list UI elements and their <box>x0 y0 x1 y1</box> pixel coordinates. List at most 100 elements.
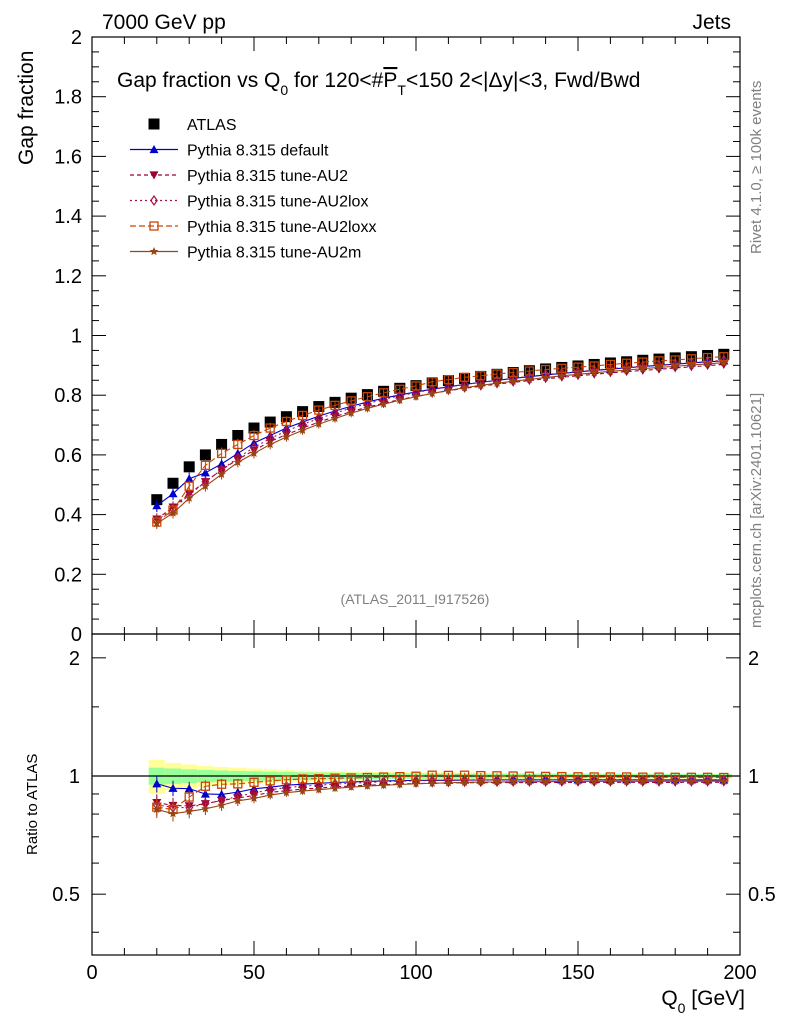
ratio-point-au2m <box>379 780 388 789</box>
series-au2 <box>152 360 729 525</box>
chart-title-pt-overline: P <box>383 69 397 92</box>
ratio-point-au2m <box>703 776 712 785</box>
point-au2m <box>395 395 405 404</box>
x-axis-label-q: Q <box>661 987 677 1010</box>
ratio-point-au2m <box>201 804 210 813</box>
point-au2m <box>298 425 307 435</box>
point-au2m <box>314 419 324 428</box>
ratio-point-au2m <box>573 776 583 786</box>
point-au2loxx <box>216 448 227 459</box>
point-au2m <box>265 439 275 449</box>
ratio-point-au2m <box>654 776 664 785</box>
ratio-point-au2lox <box>671 774 680 786</box>
point-default <box>217 459 227 468</box>
y-tick-label: 1.6 <box>54 146 82 168</box>
ratio-point-au2m <box>152 804 162 814</box>
point-au2m <box>606 366 615 375</box>
ratio-point-au2loxx <box>249 777 259 787</box>
ratio-point-au2m <box>363 781 372 790</box>
legend-item-default: Pythia 8.315 default <box>130 143 329 160</box>
point-au2m <box>687 360 696 369</box>
x-tick-label: 100 <box>399 962 432 984</box>
ratio-point-au2m <box>330 783 340 792</box>
legend-marker-au2lox <box>150 194 158 207</box>
point-au2m <box>622 365 631 374</box>
chart-title-part-b: for 120<# <box>288 69 383 92</box>
y-tick-label: 1.8 <box>54 87 82 109</box>
ratio-y-tick-label: 2 <box>69 648 80 670</box>
point-au2loxx <box>330 400 340 410</box>
ratio-point-au2lox <box>703 774 712 786</box>
legend: ATLAS Pythia 8.315 default Pythia 8.315 tu… <box>130 117 376 262</box>
ratio-point-au2loxx <box>297 774 308 784</box>
rivet-version-label: Rivet 4.1.0, ≥ 100k events <box>748 81 765 254</box>
point-au2m <box>476 380 486 389</box>
ratio-point-au2m <box>589 776 599 786</box>
point-au2m <box>217 469 226 478</box>
chart-title-sub-t: T <box>397 82 406 98</box>
ratio-point-au2m <box>492 777 502 786</box>
point-au2m <box>411 392 421 401</box>
point-atlas <box>199 449 211 461</box>
ratio-point-au2m <box>217 800 226 809</box>
ratio-y-tick-label-right: 1 <box>748 766 759 788</box>
ratio-point-au2m <box>282 788 291 797</box>
x-tick-label: 0 <box>86 962 97 984</box>
point-au2loxx <box>411 381 421 391</box>
ratio-point-au2m <box>670 776 680 785</box>
point-atlas <box>248 422 260 434</box>
ratio-point-default <box>184 784 194 793</box>
y-tick-label: 0.8 <box>54 385 82 407</box>
point-au2m <box>492 378 502 387</box>
ratio-point-au2lox <box>687 774 696 786</box>
legend-label-default: Pythia 8.315 default <box>187 143 329 160</box>
legend-label-au2loxx: Pythia 8.315 tune-AU2loxx <box>187 219 376 236</box>
ratio-point-au2m <box>346 782 356 791</box>
point-au2loxx <box>459 372 470 382</box>
point-au2loxx <box>314 405 324 415</box>
x-axis-label-sub: 0 <box>678 1000 686 1016</box>
point-au2loxx <box>265 423 275 433</box>
chart-title-part-c: <150 2<|Δy|<3, Fwd/Bwd <box>406 69 641 92</box>
ratio-point-au2lox <box>525 774 534 786</box>
point-au2loxx <box>476 371 486 381</box>
point-au2loxx <box>362 392 373 402</box>
ratio-point-au2lox <box>606 774 615 786</box>
main-plot-area: 0 0.2 0.4 0.6 0.8 1 1.2 1.4 1.6 1.8 2 ATLAS Pythia 8… <box>54 27 741 646</box>
point-au2loxx <box>184 481 194 491</box>
chart-title-sub-q0: 0 <box>280 82 288 98</box>
line-au2loxx <box>156 356 724 523</box>
legend-marker-default <box>149 145 159 154</box>
ratio-y-tick-label-right: 2 <box>748 648 759 670</box>
ratio-point-au2loxx <box>281 775 292 785</box>
legend-label-au2lox: Pythia 8.315 tune-AU2lox <box>187 194 368 211</box>
point-au2m <box>152 519 162 528</box>
point-au2loxx <box>492 369 502 379</box>
ratio-point-au2lox <box>719 774 728 786</box>
point-default <box>184 474 194 483</box>
point-au2loxx <box>427 377 437 387</box>
ratio-point-au2lox <box>622 774 631 786</box>
point-au2m <box>719 358 729 367</box>
point-au2m <box>654 362 664 372</box>
legend-marker-atlas <box>148 118 160 130</box>
point-au2m <box>168 508 178 517</box>
point-atlas <box>232 429 244 441</box>
ratio-y-tick-label-right: 0.5 <box>748 884 776 906</box>
legend-marker-au2m <box>149 247 159 256</box>
point-atlas <box>216 438 228 450</box>
y-axis-label: Gap fraction <box>15 51 38 165</box>
legend-label-au2m: Pythia 8.315 tune-AU2m <box>187 245 361 262</box>
point-au2m <box>346 408 356 417</box>
ratio-point-default <box>152 779 162 788</box>
mcplots-url-label: mcplots.cern.ch [arXiv:2401.10621] <box>748 393 765 628</box>
ratio-point-au2m <box>444 778 453 787</box>
ratio-point-au2loxx <box>346 773 356 783</box>
ratio-point-au2m <box>557 776 567 786</box>
point-au2loxx <box>297 410 308 421</box>
ratio-point-au2lox <box>541 774 550 786</box>
ratio-point-au2loxx <box>362 772 373 783</box>
ratio-point-au2lox <box>638 774 647 786</box>
legend-item-atlas: ATLAS <box>148 117 237 134</box>
